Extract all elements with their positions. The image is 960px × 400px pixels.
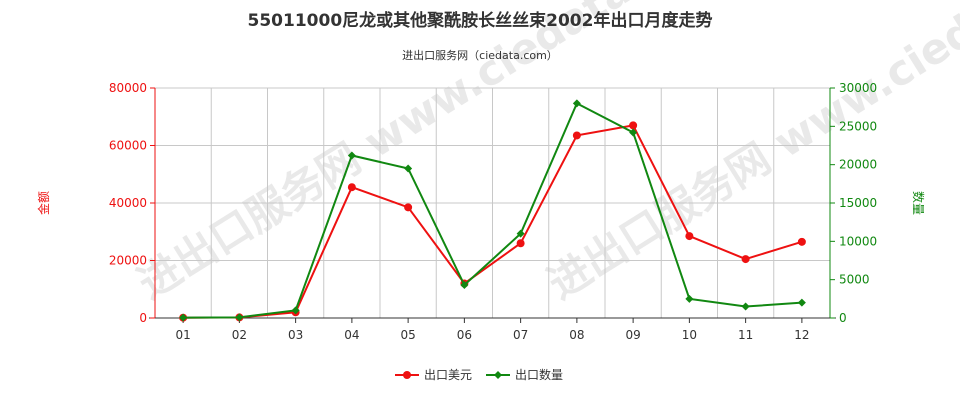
right-tick-label: 0 <box>839 311 847 325</box>
data-point <box>572 99 581 108</box>
legend-swatch-marker <box>403 371 411 379</box>
x-tick-label: 06 <box>457 328 472 342</box>
data-point <box>516 229 525 238</box>
x-tick-label: 08 <box>569 328 584 342</box>
data-point <box>741 255 750 264</box>
data-point <box>797 237 806 246</box>
data-point <box>347 151 356 160</box>
data-point <box>572 131 581 140</box>
legend: 出口美元 出口数量 <box>395 367 563 382</box>
x-tick-label: 05 <box>400 328 415 342</box>
right-axis-title: 数量 <box>911 191 926 215</box>
watermark-text: 进出口服务网 www.ciedata.com <box>539 0 960 308</box>
data-point <box>685 294 694 303</box>
data-point <box>347 183 356 192</box>
right-tick-label: 30000 <box>839 81 877 95</box>
legend-label: 出口数量 <box>515 367 563 382</box>
series-line <box>183 101 802 319</box>
axes: 0 20000 40000 60000 80000 0 5000 10000 15000 2000… <box>109 81 877 342</box>
data-point <box>460 281 469 290</box>
right-tick-label: 20000 <box>839 158 877 172</box>
chart-subtitle: 进出口服务网（ciedata.com） <box>402 48 558 62</box>
data-point <box>685 232 694 241</box>
x-tick-label: 01 <box>175 328 190 342</box>
x-tick-label: 03 <box>288 328 303 342</box>
right-tick-label: 25000 <box>839 119 877 133</box>
series-layer <box>179 99 806 322</box>
x-tick-label: 09 <box>625 328 640 342</box>
left-tick-label: 80000 <box>109 81 147 95</box>
x-tick-label: 07 <box>513 328 528 342</box>
left-tick-label: 40000 <box>109 196 147 210</box>
legend-label: 出口美元 <box>424 368 472 382</box>
left-tick-label: 0 <box>139 311 147 325</box>
legend-swatch-marker <box>494 371 502 379</box>
data-point <box>629 128 638 137</box>
left-axis-title: 金额 <box>36 191 51 215</box>
data-point <box>404 203 413 212</box>
chart-title: 55011000尼龙或其他聚酰胺长丝丝束2002年出口月度走势 <box>248 10 713 31</box>
x-tick-label: 04 <box>344 328 359 342</box>
data-point <box>291 306 300 315</box>
right-tick-label: 15000 <box>839 196 877 210</box>
left-tick-label: 60000 <box>109 139 147 153</box>
x-tick-label: 02 <box>232 328 247 342</box>
x-tick-label: 12 <box>794 328 809 342</box>
grid-lines <box>154 87 831 319</box>
data-point <box>179 313 188 322</box>
data-point <box>629 121 638 130</box>
data-point <box>404 164 413 173</box>
x-tick-label: 10 <box>682 328 697 342</box>
data-point <box>516 239 525 248</box>
x-tick-label: 11 <box>738 328 753 342</box>
data-point <box>235 313 244 322</box>
series-line <box>183 124 803 319</box>
data-point <box>797 298 806 307</box>
right-tick-label: 5000 <box>839 273 870 287</box>
data-point <box>741 302 750 311</box>
left-tick-label: 20000 <box>109 254 147 268</box>
right-tick-label: 10000 <box>839 234 877 248</box>
watermark-text: 进出口服务网 www.ciedata.com <box>129 0 735 308</box>
